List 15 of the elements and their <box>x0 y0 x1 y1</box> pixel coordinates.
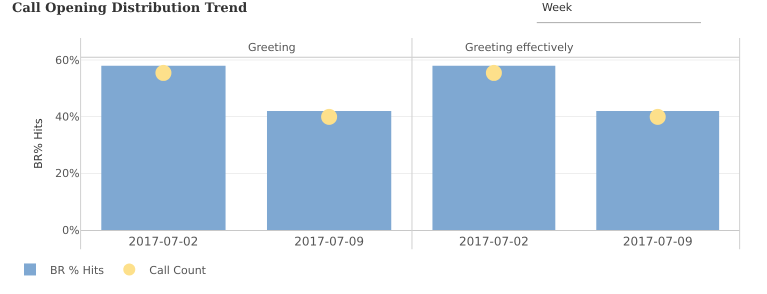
y-tick-label: 60% <box>55 54 80 67</box>
y-axis-title: BR% Hits <box>32 118 45 169</box>
y-tick-label: 0% <box>62 224 80 237</box>
x-tick-label: 2017-07-02 <box>128 234 198 248</box>
legend-label: BR % Hits <box>50 264 104 277</box>
y-tick-label: 40% <box>55 110 80 124</box>
x-tick-label: 2017-07-02 <box>459 234 529 248</box>
x-tick-label: 2017-07-09 <box>622 234 693 248</box>
x-tick-label: 2017-07-09 <box>294 234 364 248</box>
chart-subtitle: Greeting effectively <box>465 41 574 54</box>
chart-subtitle: Greeting <box>248 41 296 54</box>
y-tick-label: 20% <box>55 167 80 180</box>
chart-title: Call Opening Distribution Trend <box>12 1 248 16</box>
text: Week <box>542 1 573 14</box>
legend-label: Call Count <box>149 264 207 277</box>
